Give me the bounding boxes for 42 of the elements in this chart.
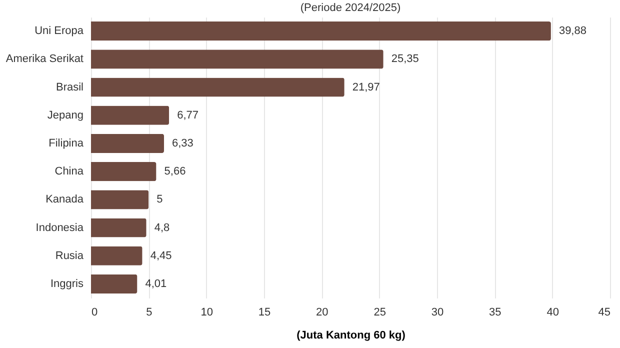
bar xyxy=(91,190,149,210)
bar xyxy=(91,21,551,41)
data-label: 5 xyxy=(156,194,163,206)
x-tick-label: 30 xyxy=(431,306,444,318)
data-label: 21,97 xyxy=(352,81,380,94)
x-tick-label: 15 xyxy=(258,306,271,318)
y-tick-label: Kanada xyxy=(46,194,84,206)
y-tick-label: Amerika Serikat xyxy=(6,53,84,66)
x-tick-label: 40 xyxy=(546,306,559,318)
x-tick-label: 20 xyxy=(316,306,328,318)
x-tick-label: 25 xyxy=(374,306,386,318)
y-tick-label: Jepang xyxy=(47,109,84,122)
y-tick-label: Rusia xyxy=(55,250,84,262)
bar xyxy=(91,274,138,294)
bar xyxy=(91,106,170,125)
y-tick-label: China xyxy=(54,166,84,178)
bar xyxy=(91,78,344,97)
data-label: 6,33 xyxy=(172,137,194,150)
chart-subtitle: (Periode 2024/2025) xyxy=(300,2,401,14)
bar xyxy=(91,162,156,182)
bar xyxy=(91,246,142,266)
y-tick-label: Indonesia xyxy=(36,222,84,234)
data-label: 5,66 xyxy=(164,166,186,178)
data-label: 39,88 xyxy=(558,25,586,38)
data-label: 6,77 xyxy=(177,109,199,122)
data-label: 25,35 xyxy=(391,53,419,66)
y-tick-label: Brasil xyxy=(56,81,84,94)
x-tick-label: 0 xyxy=(92,306,98,318)
x-tick-label: 5 xyxy=(146,306,152,318)
x-axis-title: (Juta Kantong 60 kg) xyxy=(296,330,406,342)
y-tick-label: Uni Eropa xyxy=(34,25,84,38)
bar xyxy=(91,50,384,69)
bar xyxy=(91,134,164,154)
data-label: 4,8 xyxy=(154,222,170,234)
y-tick-label: Filipina xyxy=(48,137,84,150)
x-tick-label: 45 xyxy=(598,306,610,318)
data-label: 4,01 xyxy=(145,278,167,290)
x-tick-label: 10 xyxy=(200,306,213,318)
data-label: 4,45 xyxy=(150,250,172,262)
bar xyxy=(91,218,146,238)
x-tick-label: 35 xyxy=(489,306,502,318)
y-tick-label: Inggris xyxy=(50,278,84,290)
